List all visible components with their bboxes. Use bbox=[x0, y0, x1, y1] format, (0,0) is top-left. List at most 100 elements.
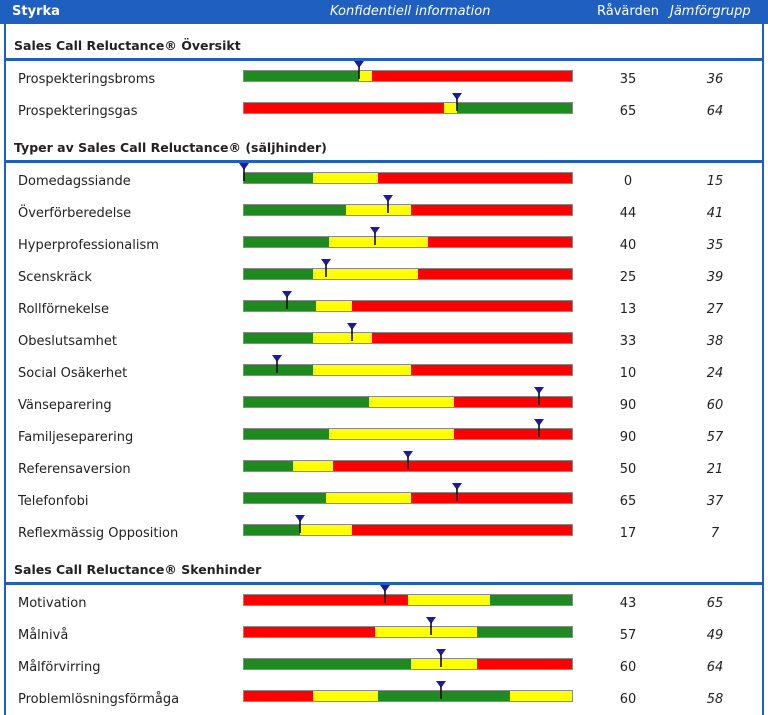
yellow-zone bbox=[312, 269, 418, 279]
yellow-zone bbox=[312, 333, 372, 343]
score-marker-icon bbox=[271, 355, 282, 373]
green-zone bbox=[244, 269, 313, 279]
report-header: Styrka Konfidentiell information Råvärde… bbox=[0, 0, 768, 24]
score-bar bbox=[239, 163, 573, 184]
yellow-zone bbox=[375, 627, 477, 637]
red-zone bbox=[411, 365, 572, 375]
raw-value: 35 bbox=[619, 72, 637, 87]
peer-value: 7 bbox=[710, 526, 720, 541]
raw-value: 90 bbox=[619, 398, 637, 413]
scale-label: Överförberedelse bbox=[18, 206, 132, 221]
peer-value: 15 bbox=[706, 174, 724, 189]
raw-value: 43 bbox=[619, 596, 637, 611]
raw-value: 0 bbox=[623, 174, 633, 189]
scale-label: Rollförnekelse bbox=[18, 302, 109, 317]
score-marker-icon bbox=[452, 483, 463, 501]
scale-label: Målnivå bbox=[18, 628, 69, 643]
peer-value: 64 bbox=[706, 660, 724, 675]
peer-value: 37 bbox=[706, 494, 724, 509]
yellow-zone bbox=[329, 237, 428, 247]
score-bar bbox=[243, 387, 573, 408]
score-bar bbox=[243, 61, 573, 82]
score-marker-icon bbox=[321, 259, 331, 277]
red-zone bbox=[244, 627, 376, 637]
score-marker-icon bbox=[353, 61, 364, 79]
yellow-zone bbox=[312, 691, 379, 701]
score-marker-icon bbox=[403, 451, 413, 469]
scale-label: Referensaversion bbox=[18, 462, 131, 477]
red-zone bbox=[453, 429, 572, 439]
yellow-zone bbox=[345, 205, 412, 215]
score-bar bbox=[243, 451, 573, 472]
red-zone bbox=[411, 205, 572, 215]
peer-value: 41 bbox=[706, 206, 724, 221]
peer-value: 39 bbox=[706, 270, 724, 285]
peer-value: 35 bbox=[706, 238, 724, 253]
yellow-zone bbox=[411, 659, 477, 669]
score-bar bbox=[243, 681, 573, 702]
raw-value: 60 bbox=[619, 660, 637, 675]
scale-label: Scenskräck bbox=[18, 270, 92, 285]
yellow-zone bbox=[312, 173, 379, 183]
raw-value: 40 bbox=[619, 238, 637, 253]
peer-value: 58 bbox=[706, 692, 724, 707]
score-bar bbox=[243, 515, 573, 536]
score-bar bbox=[243, 585, 573, 606]
yellow-zone bbox=[509, 691, 572, 701]
score-bar bbox=[243, 195, 573, 216]
score-bar bbox=[243, 649, 573, 670]
score-marker-icon bbox=[435, 649, 446, 667]
green-zone bbox=[244, 301, 317, 311]
scale-label: Hyperprofessionalism bbox=[18, 238, 159, 253]
yellow-zone bbox=[326, 493, 412, 503]
peer-value: 64 bbox=[706, 104, 724, 119]
score-bar bbox=[243, 419, 573, 440]
scale-label: Reflexmässig Opposition bbox=[18, 526, 179, 541]
red-zone bbox=[476, 659, 572, 669]
yellow-zone bbox=[316, 301, 353, 311]
raw-value: 44 bbox=[619, 206, 637, 221]
yellow-zone bbox=[329, 429, 454, 439]
score-bar bbox=[243, 93, 573, 114]
score-bar bbox=[243, 227, 573, 248]
header-confidential: Konfidentiell information bbox=[330, 4, 491, 19]
section-divider bbox=[4, 160, 764, 163]
score-marker-icon bbox=[534, 387, 545, 405]
scale-label: Prospekteringsgas bbox=[18, 104, 138, 119]
peer-value: 57 bbox=[706, 430, 724, 445]
header-title: Styrka bbox=[12, 4, 60, 19]
green-zone bbox=[378, 691, 510, 701]
red-zone bbox=[411, 493, 572, 503]
red-zone bbox=[332, 461, 572, 471]
score-bar bbox=[243, 323, 573, 344]
score-bar bbox=[243, 617, 573, 638]
red-zone bbox=[378, 173, 572, 183]
red-zone bbox=[244, 691, 313, 701]
scale-label: Prospekteringsbroms bbox=[18, 72, 156, 87]
score-marker-icon bbox=[294, 515, 305, 533]
raw-value: 13 bbox=[619, 302, 637, 317]
section-title: Sales Call Reluctance® Skenhinder bbox=[14, 562, 262, 577]
scale-label: Domedagssiande bbox=[18, 174, 131, 189]
raw-value: 65 bbox=[619, 104, 637, 119]
peer-value: 24 bbox=[706, 366, 724, 381]
red-zone bbox=[427, 237, 572, 247]
left-border bbox=[4, 24, 6, 715]
peer-value: 38 bbox=[706, 334, 724, 349]
section-divider bbox=[4, 58, 764, 61]
raw-value: 57 bbox=[619, 628, 637, 643]
score-bar bbox=[243, 483, 573, 504]
score-marker-icon bbox=[347, 323, 358, 341]
score-bar bbox=[243, 291, 573, 312]
header-peer-group: Jämförgrupp bbox=[670, 4, 751, 19]
scale-label: Målförvirring bbox=[18, 660, 101, 675]
right-border bbox=[762, 24, 764, 715]
green-zone bbox=[244, 525, 300, 535]
section-title: Sales Call Reluctance® Översikt bbox=[14, 38, 241, 53]
green-zone bbox=[244, 71, 359, 81]
yellow-zone bbox=[312, 365, 412, 375]
raw-value: 65 bbox=[619, 494, 637, 509]
raw-value: 10 bbox=[619, 366, 637, 381]
score-marker-icon bbox=[281, 291, 292, 309]
scale-label: Familjeseparering bbox=[18, 430, 134, 445]
